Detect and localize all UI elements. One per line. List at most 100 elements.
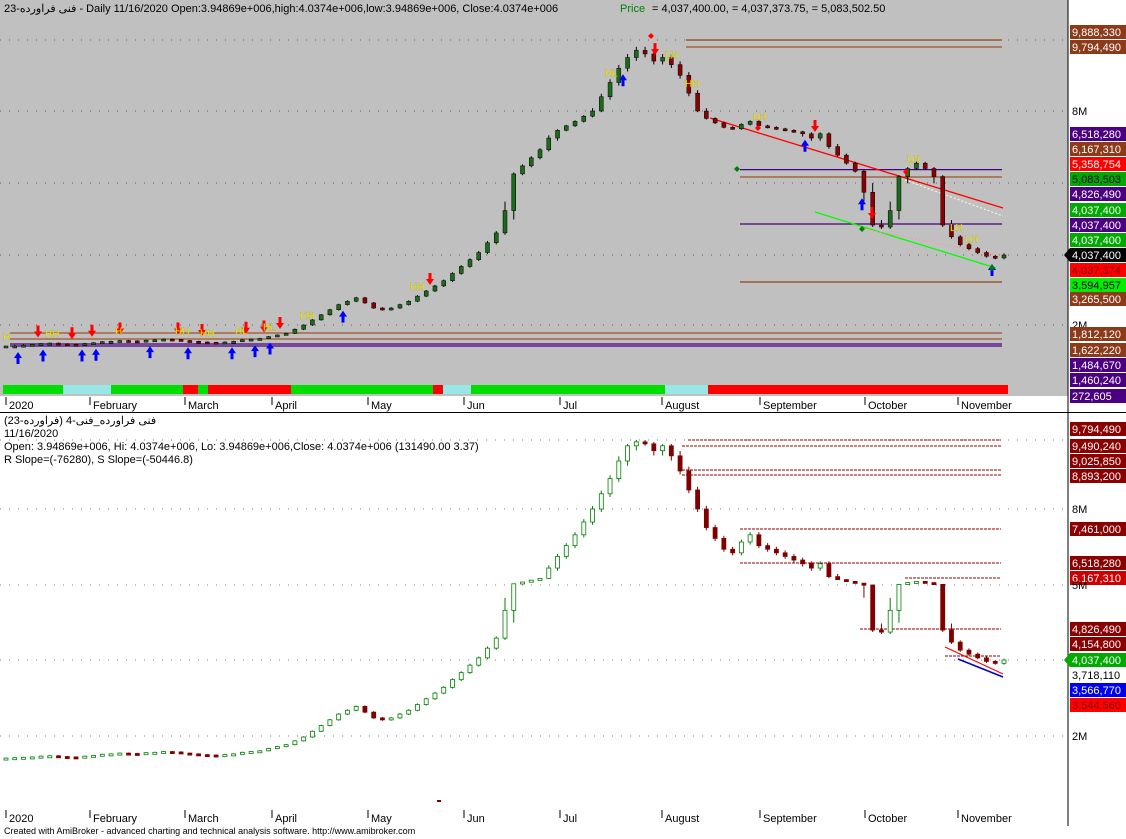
top-candle-body [73, 344, 79, 347]
top-candle-body [712, 118, 718, 124]
bottom-header-line2: 11/16/2020 [4, 428, 58, 440]
top-candle-body [327, 309, 333, 316]
bottom-support-line [957, 658, 1004, 678]
bottom-axis-label: 8M [1072, 504, 1087, 516]
top-candle-body [940, 176, 945, 226]
top-candle-body [222, 341, 228, 345]
pivot-label: HH [175, 327, 189, 338]
top-axis-box [1070, 343, 1126, 357]
bottom-candle-body [310, 730, 315, 738]
buy-arrow-icon [339, 310, 347, 323]
top-candle-body [529, 157, 534, 167]
top-candle-body [686, 75, 692, 94]
buy-arrow-icon [266, 342, 274, 355]
bottom-candle-body [668, 445, 674, 457]
top-candle-body [3, 345, 9, 349]
bottom-candle-body [607, 478, 613, 495]
bottom-axis-label: 8,893,200 [1072, 471, 1121, 483]
bottom-candle-body [248, 751, 254, 754]
bottom-candle-body [47, 755, 53, 759]
top-candle-body [152, 339, 158, 343]
top-candle-body [388, 307, 394, 311]
bottom-candle-body [362, 706, 368, 713]
top-candle-body [275, 334, 280, 338]
bottom-axis-box [1070, 439, 1126, 453]
bottom-indicator-chart[interactable]: 9,794,490 9,490,240 9,025,850 8,893,200 8M 7,… [0, 412, 1126, 826]
top-axis-box [1070, 25, 1126, 39]
top-axis-label: 4,037,400 [1072, 220, 1121, 232]
footer-credit: Created with AmiBroker - advanced charti… [4, 826, 416, 836]
bottom-candle-body [809, 563, 814, 569]
top-axis-box [1070, 373, 1126, 387]
top-axis-label: 3,594,957 [1072, 280, 1121, 292]
bottom-candle-body [966, 649, 972, 655]
top-candle-body [257, 338, 263, 341]
projection-line [904, 179, 1004, 217]
top-axis-label: 272,605 [1072, 391, 1112, 403]
top-candle-body [38, 343, 44, 346]
trough-marker [989, 265, 995, 271]
pivot-label: HH [200, 328, 214, 339]
bottom-month-label: 2020 [9, 813, 33, 825]
bottom-candles [3, 440, 1007, 761]
top-candle-body [677, 64, 683, 76]
top-candle-body [861, 170, 867, 193]
bottom-candle-body [371, 711, 377, 719]
top-candle-body [178, 339, 184, 342]
top-axis-label: 3,265,500 [1072, 294, 1121, 306]
top-candle-body [318, 314, 324, 321]
top-axis-label: 1,812,120 [1072, 329, 1121, 341]
bottom-candle-body [852, 581, 858, 584]
bottom-price-axis: 9,794,490 9,490,240 9,025,850 8,893,200 8M 7,… [1064, 422, 1126, 743]
top-axis-label: 8M [1072, 106, 1087, 118]
bottom-candle-body [283, 744, 289, 748]
top-candle-body [336, 304, 341, 310]
top-axis-box [1070, 233, 1126, 247]
bottom-candle-body [432, 692, 438, 700]
pivot-label: HH [300, 311, 314, 322]
trend-ribbon [3, 385, 1008, 394]
sell-arrow-icon [116, 322, 124, 335]
top-candle-body [248, 338, 254, 342]
top-candle-body [669, 57, 674, 65]
top-month-label: 2020 [9, 400, 33, 412]
bottom-axis-box [1070, 469, 1126, 483]
sell-arrow-icon [34, 325, 42, 338]
bottom-candle-body [126, 752, 131, 756]
trend-ribbon-segment [208, 385, 291, 394]
bottom-candle-body [502, 609, 508, 639]
top-axis-box [1070, 292, 1126, 306]
pivot-label: HH [410, 282, 424, 293]
bottom-candle-body [73, 756, 79, 760]
top-axis-label: 5,083,503 [1072, 174, 1121, 186]
trough-marker [859, 226, 865, 232]
top-axis-box [1070, 203, 1126, 217]
top-candle-body [695, 92, 700, 112]
top-candle-body [879, 224, 884, 228]
top-candle-body [616, 67, 622, 83]
bottom-candle-body [196, 753, 201, 757]
buy-arrow-icon [92, 348, 100, 361]
top-axis-label: 1,622,220 [1072, 345, 1121, 357]
bottom-candle-body [397, 713, 403, 719]
top-candle-body [1001, 254, 1007, 259]
bottom-candle-body [450, 679, 455, 688]
top-candle-body [406, 300, 411, 305]
bottom-axis-box [1070, 454, 1126, 468]
buy-arrow-icon [39, 349, 47, 362]
pivot-label: HL [605, 68, 618, 79]
trend-ribbon-segment [665, 385, 708, 394]
bottom-candle-body [940, 584, 946, 631]
top-axis-label: 6,518,280 [1072, 129, 1121, 141]
top-axis-box [1070, 358, 1126, 372]
bottom-candle-body [511, 583, 517, 611]
top-candle-body [493, 232, 499, 243]
top-candle-body [800, 131, 805, 135]
bottom-candle-body [844, 579, 849, 583]
sell-arrow-icon [174, 322, 182, 335]
top-candle-body [187, 340, 193, 343]
bottom-candle-body [152, 751, 158, 755]
top-candle-body [126, 340, 131, 343]
